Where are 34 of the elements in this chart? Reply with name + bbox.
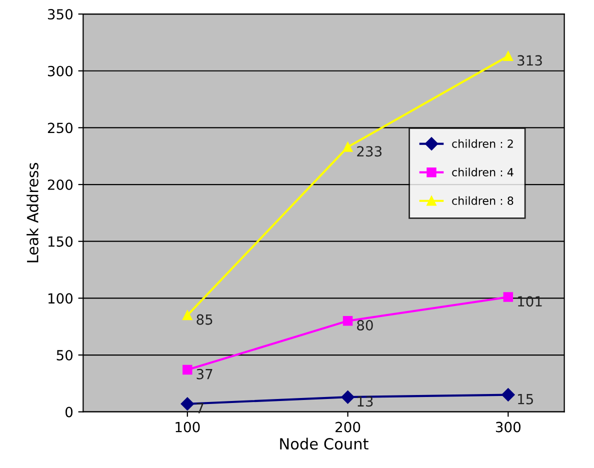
point [342, 316, 353, 326]
point [182, 310, 192, 320]
data-label: 101 [518, 296, 542, 307]
x-tick-label: 200 [336, 422, 360, 432]
data-label: 37 [196, 368, 212, 380]
y-tick-label: 0 [66, 406, 73, 418]
data-label: 7 [196, 403, 204, 414]
x-tick-label: 300 [496, 422, 520, 432]
legend-label: children : 2 [452, 139, 513, 148]
data-label: 80 [357, 320, 373, 330]
y-tick-label: 200 [48, 179, 73, 190]
data-label: 313 [518, 55, 542, 66]
data-label: 15 [518, 394, 533, 404]
y-tick-label: 100 [48, 293, 73, 304]
y-tick-label: 50 [56, 350, 73, 360]
x-tick-label: 100 [176, 422, 200, 432]
y-tick-label: 300 [48, 66, 73, 76]
point [180, 397, 194, 410]
point [502, 388, 515, 402]
x-axis-title: Node Count [280, 438, 368, 450]
data-label: 13 [358, 396, 373, 407]
point [182, 364, 192, 375]
legend-label: children : 8 [452, 196, 514, 205]
y-tick-label: 150 [48, 236, 73, 247]
y-axis-title: Leak Address [26, 162, 38, 262]
y-tick-label: 350 [48, 9, 73, 20]
point [342, 142, 353, 152]
point [341, 390, 354, 404]
y-tick-label: 250 [48, 122, 73, 134]
data-label: 233 [357, 146, 382, 157]
data-label: 85 [196, 314, 212, 325]
legend-label: children : 4 [452, 168, 514, 176]
point [503, 51, 514, 61]
point [503, 292, 514, 302]
